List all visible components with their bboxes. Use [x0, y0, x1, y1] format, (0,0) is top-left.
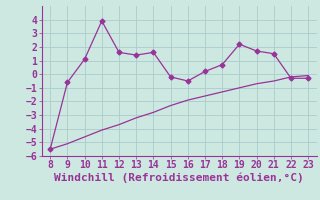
X-axis label: Windchill (Refroidissement éolien,°C): Windchill (Refroidissement éolien,°C) [54, 173, 304, 183]
